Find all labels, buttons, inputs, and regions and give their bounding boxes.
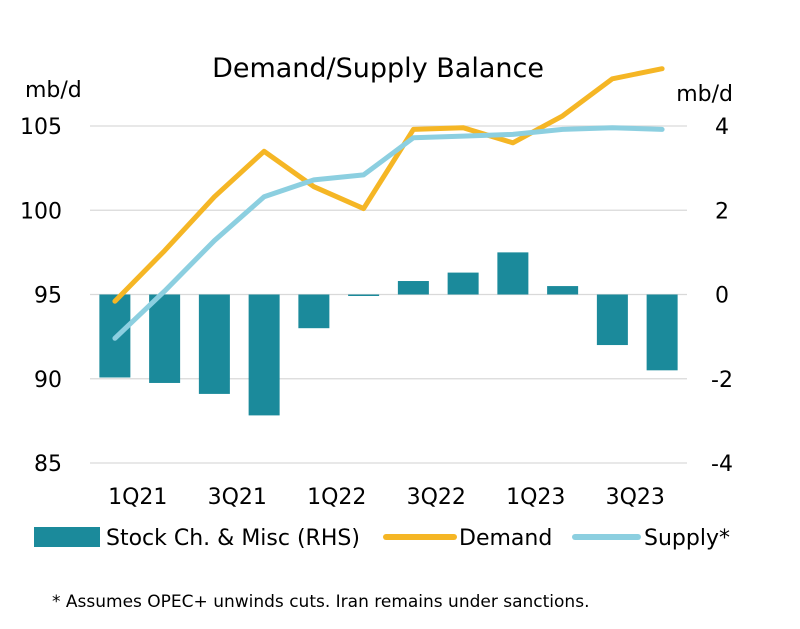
right-axis-ticks: 4 2 0 -2 -4 xyxy=(711,115,733,477)
x-axis-tick-label: 3Q21 xyxy=(208,485,267,510)
bar-2Q21 xyxy=(149,294,181,383)
x-axis-ticks: 1Q21 3Q21 1Q22 3Q22 1Q23 3Q23 xyxy=(108,485,665,510)
bar-4Q22 xyxy=(447,272,479,295)
x-axis-tick-label: 1Q23 xyxy=(506,485,565,510)
legend-swatch-stock-change xyxy=(34,527,100,547)
x-axis-tick-label: 3Q23 xyxy=(606,485,665,510)
left-axis-tick-label: 95 xyxy=(34,284,62,309)
line-series xyxy=(112,66,665,341)
gridlines xyxy=(90,125,687,464)
footnote: * Assumes OPEC+ unwinds cuts. Iran remai… xyxy=(52,592,589,612)
legend-label-demand: Demand xyxy=(459,526,552,551)
right-axis-tick-label: 4 xyxy=(715,115,729,140)
bar-1Q23 xyxy=(497,252,529,295)
left-axis-tick-label: 85 xyxy=(34,452,62,477)
left-axis-tick-label: 105 xyxy=(20,115,62,140)
line-supply xyxy=(112,125,665,341)
bar-2Q23 xyxy=(547,286,579,295)
legend: Stock Ch. & Misc (RHS) Demand Supply* xyxy=(34,526,730,551)
x-axis-tick-label: 3Q22 xyxy=(407,485,466,510)
right-axis-tick-label: -2 xyxy=(711,368,733,393)
x-axis-tick-label: 1Q21 xyxy=(108,485,167,510)
legend-label-stock-change: Stock Ch. & Misc (RHS) xyxy=(106,526,360,551)
bar-1Q22 xyxy=(298,294,330,329)
bar-3Q22 xyxy=(397,281,429,295)
right-axis-tick-label: 2 xyxy=(715,199,729,224)
chart-title: Demand/Supply Balance xyxy=(212,53,544,84)
bar-4Q21 xyxy=(248,294,280,416)
left-axis-unit: mb/d xyxy=(25,78,82,103)
right-axis-tick-label: -4 xyxy=(711,452,733,477)
right-axis-tick-label: 0 xyxy=(715,284,729,309)
bar-4Q23 xyxy=(646,294,678,371)
bar-2Q22 xyxy=(348,294,380,296)
left-axis-ticks: 105 100 95 90 85 xyxy=(20,115,62,477)
right-axis-unit: mb/d xyxy=(676,82,733,107)
x-axis-tick-label: 1Q22 xyxy=(307,485,366,510)
left-axis-tick-label: 100 xyxy=(20,199,62,224)
bar-3Q23 xyxy=(596,294,628,346)
bar-series xyxy=(99,252,678,416)
legend-label-supply: Supply* xyxy=(644,526,730,551)
bar-3Q21 xyxy=(198,294,230,394)
line-demand xyxy=(112,66,665,304)
left-axis-tick-label: 90 xyxy=(34,368,62,393)
